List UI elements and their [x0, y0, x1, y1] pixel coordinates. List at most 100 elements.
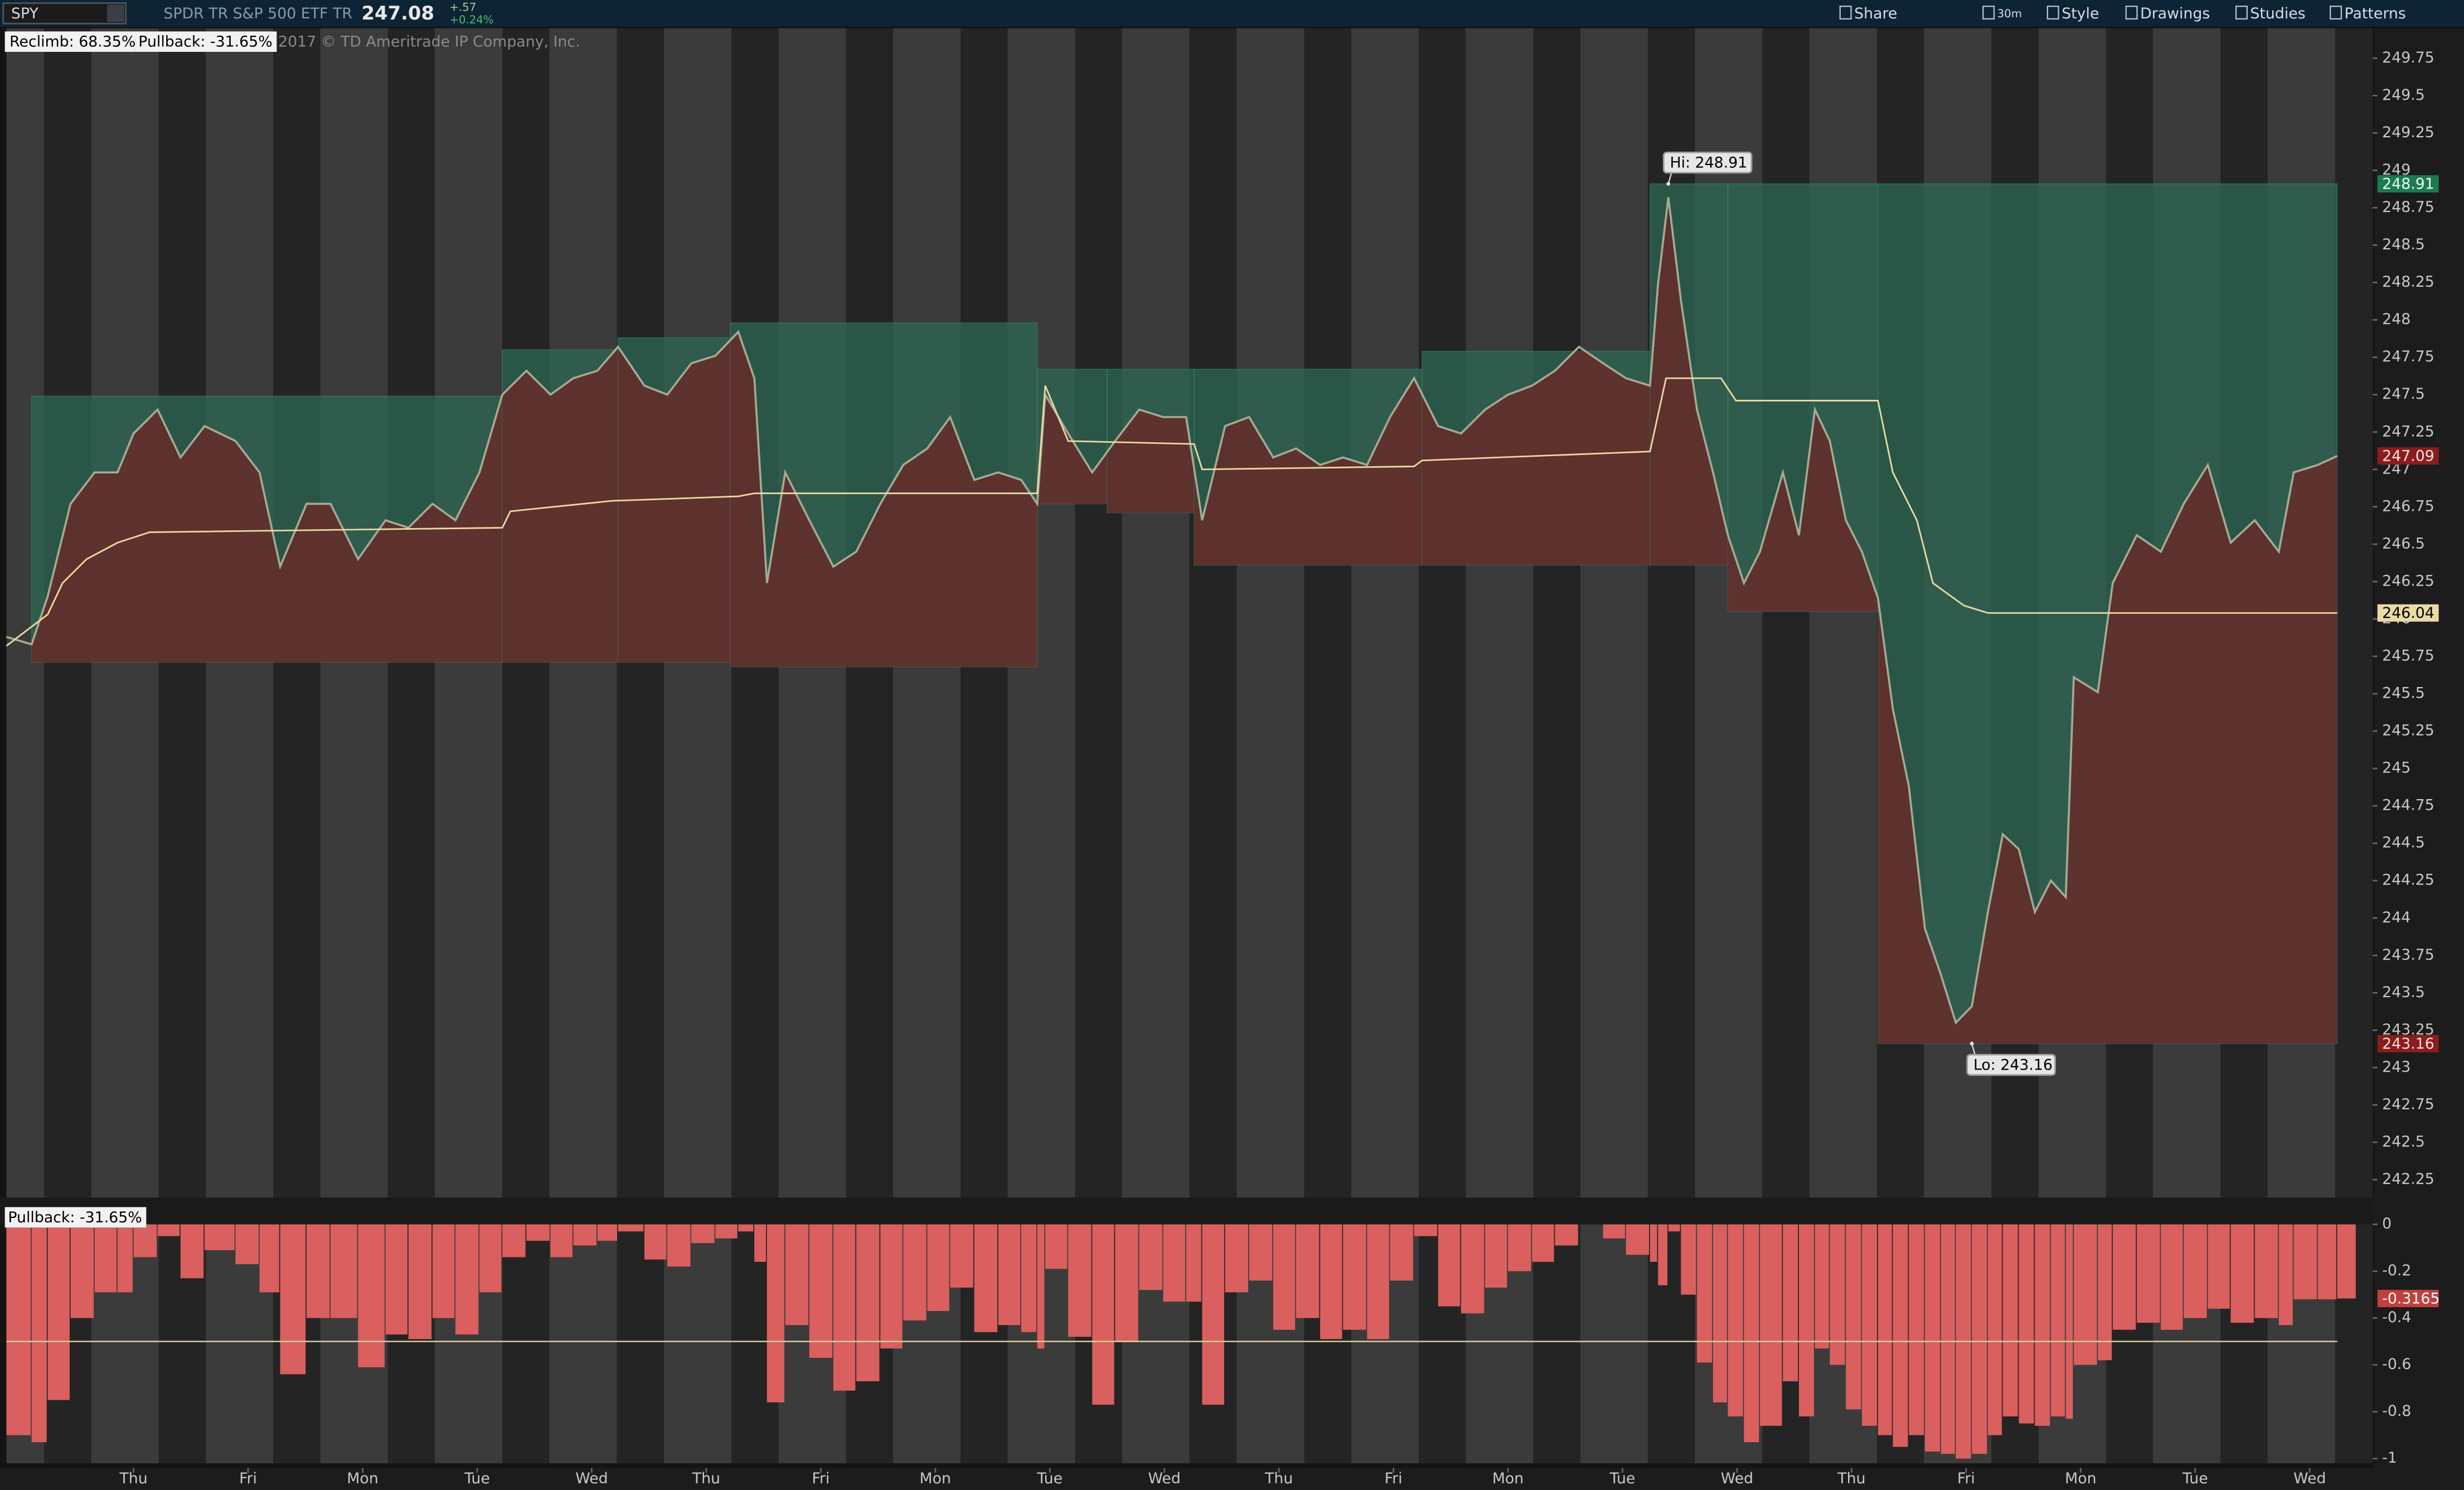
net-change: +.57	[449, 1, 476, 14]
bar	[1909, 1224, 1924, 1435]
bar	[330, 1224, 357, 1318]
x-tick-label: Fri	[812, 1470, 830, 1487]
bar	[408, 1224, 432, 1339]
bar	[833, 1224, 856, 1391]
session-stripe	[1304, 28, 1351, 1198]
bar	[691, 1224, 715, 1244]
bar	[1508, 1224, 1531, 1271]
low-zone	[1037, 394, 1107, 504]
toolbar-button[interactable]: 30m	[1997, 7, 2022, 20]
y-tick-label: 244.5	[2382, 834, 2425, 852]
bar	[1728, 1224, 1743, 1417]
y-tick-label: 248.75	[2382, 199, 2434, 216]
bar	[1658, 1224, 1668, 1285]
bar	[1713, 1224, 1727, 1402]
x-tick-label: Wed	[1148, 1470, 1181, 1487]
bar	[2002, 1224, 2018, 1417]
bar	[1390, 1224, 1413, 1281]
x-tick-label: Thu	[1837, 1470, 1865, 1487]
time-axis	[0, 1468, 2464, 1490]
annotation-point	[1666, 182, 1671, 186]
y-tick-label: -0.4	[2382, 1309, 2411, 1326]
bar	[1296, 1224, 1320, 1318]
chart-area: Hi: 248.91 Lo: 243.16 242.25 242.5 242.75 243…	[0, 28, 2464, 1490]
y-tick-label: 242.75	[2382, 1096, 2434, 1113]
low-zone	[1194, 378, 1422, 565]
toolbar-button[interactable]: Studies	[2250, 5, 2305, 22]
bar	[31, 1224, 47, 1443]
annotation-pointer	[1971, 1043, 1976, 1055]
y-tick-label: 244	[2382, 909, 2410, 926]
toolbar-button[interactable]: Patterns	[2345, 5, 2406, 22]
label-box	[4, 31, 135, 52]
session-stripe	[617, 1224, 664, 1464]
x-tick-label: Tue	[1609, 1470, 1636, 1487]
bar	[754, 1224, 767, 1262]
bar	[644, 1224, 667, 1260]
bar	[1068, 1224, 1092, 1337]
bar	[502, 1224, 526, 1257]
bar	[1532, 1224, 1554, 1262]
session-stripe	[1533, 1224, 1580, 1464]
bar	[204, 1224, 235, 1250]
label-box	[135, 31, 277, 52]
toolbar-button[interactable]: Share	[1854, 5, 1897, 22]
low-zone	[1107, 409, 1195, 513]
toolbar-button[interactable]: Style	[2062, 5, 2099, 22]
y-tick-label: 244.75	[2382, 797, 2434, 814]
bar	[133, 1224, 157, 1257]
toolbar-icon	[2330, 6, 2342, 20]
toolbar-button[interactable]: Drawings	[2140, 5, 2210, 22]
y-tick-label: 245	[2382, 759, 2410, 777]
session-stripe	[1533, 28, 1580, 1198]
bar	[738, 1224, 754, 1232]
bar	[880, 1224, 903, 1349]
bar	[2019, 1224, 2034, 1424]
symbol-dropdown[interactable]	[106, 4, 124, 22]
y-tick-label: -0.2	[2382, 1262, 2411, 1279]
x-tick-label: Wed	[1721, 1470, 1753, 1487]
y-tick-label: 242.25	[2382, 1170, 2434, 1188]
bar	[306, 1224, 330, 1318]
x-tick-label: Mon	[920, 1470, 951, 1487]
toolbar-icon	[2046, 6, 2059, 20]
bar	[767, 1224, 784, 1402]
session-stripe	[1075, 28, 1122, 1198]
bar	[2278, 1224, 2293, 1325]
bar	[974, 1224, 998, 1332]
bar	[2184, 1224, 2207, 1318]
bar	[1367, 1224, 1389, 1339]
bar	[1760, 1224, 1782, 1426]
price-line	[6, 197, 2338, 1025]
bar	[1461, 1224, 1485, 1314]
bar	[1987, 1224, 2002, 1435]
x-tick-label: Tue	[2182, 1470, 2208, 1487]
bar	[1681, 1224, 1696, 1295]
bar	[1846, 1224, 1861, 1410]
session-stripe	[1418, 28, 1466, 1198]
bar	[6, 1224, 31, 1435]
y-tick-label: 249.5	[2382, 86, 2425, 104]
bar	[47, 1224, 70, 1400]
y-tick-label: -1	[2382, 1449, 2397, 1467]
bar	[1972, 1224, 1987, 1454]
bar	[1815, 1224, 1829, 1349]
bar	[2317, 1224, 2336, 1300]
bar	[2230, 1224, 2254, 1323]
bar	[1893, 1224, 1908, 1447]
pullback-badge	[2377, 1290, 2439, 1308]
toolbar-icon	[1839, 6, 1852, 20]
bar	[2098, 1224, 2112, 1361]
annotation-text: Lo: 243.16	[1973, 1057, 2053, 1074]
bar	[280, 1224, 306, 1375]
bar	[1163, 1224, 1186, 1302]
bar	[1343, 1224, 1366, 1330]
bar	[667, 1224, 691, 1267]
low-zone	[1878, 456, 2337, 1044]
bar	[526, 1224, 550, 1241]
bar	[1861, 1224, 1878, 1426]
bar	[2065, 1224, 2073, 1419]
symbol-input[interactable]	[2, 2, 127, 25]
bar	[180, 1224, 204, 1279]
